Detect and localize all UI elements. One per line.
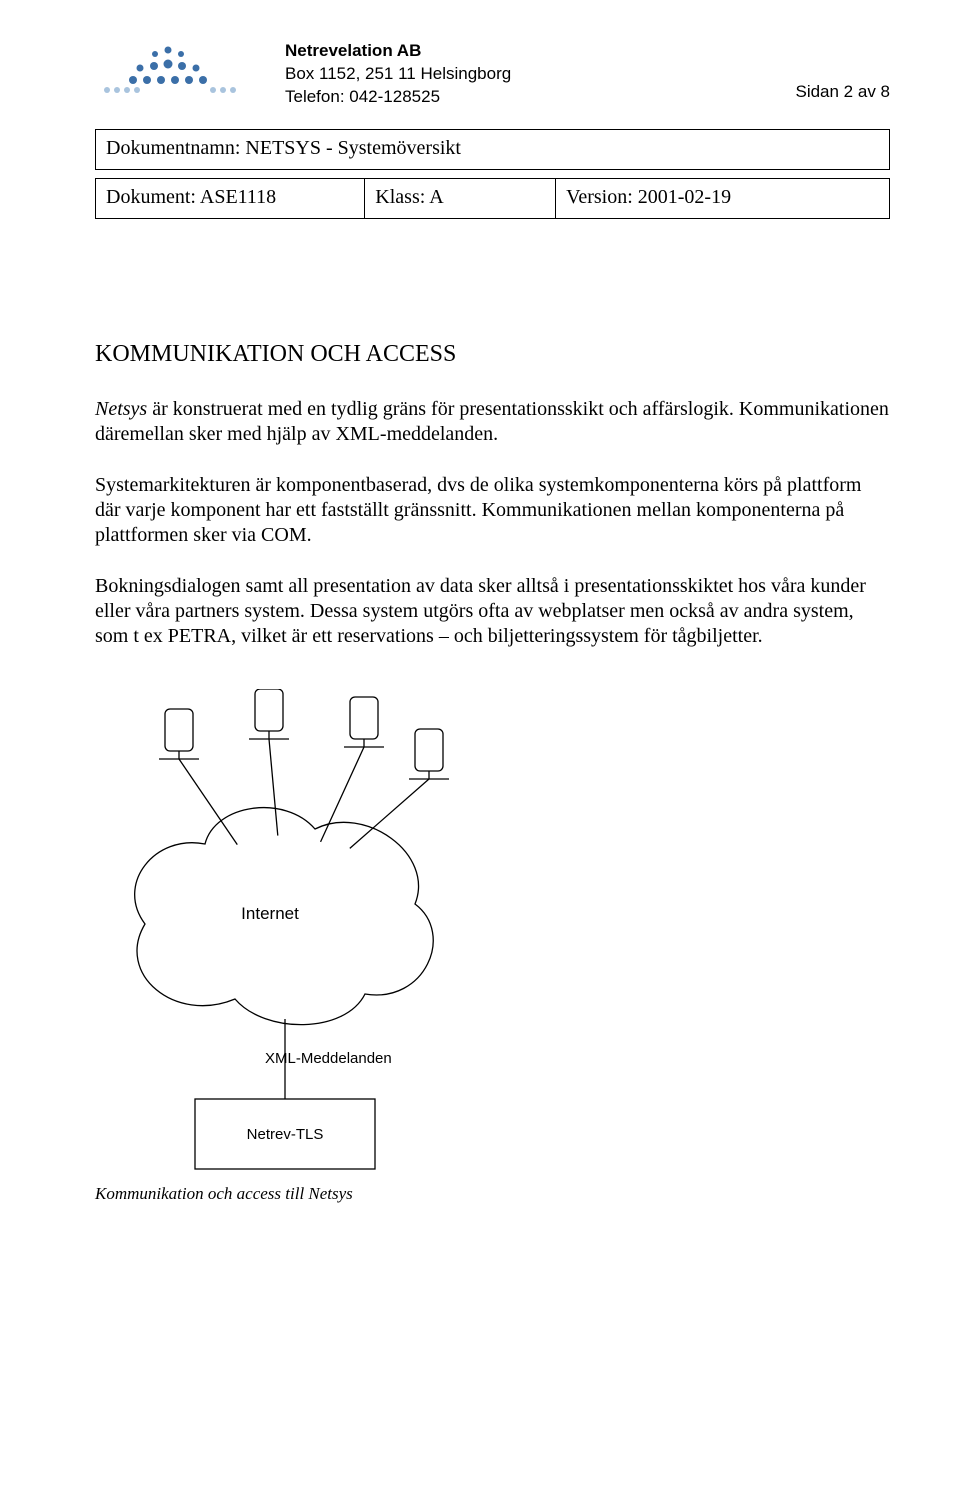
company-phone: Telefon: 042-128525 — [285, 86, 511, 109]
svg-text:XML-Meddelanden: XML-Meddelanden — [265, 1050, 392, 1067]
docmeta-version: Version: 2001-02-19 — [556, 178, 890, 219]
company-info: Netrevelation AB Box 1152, 251 11 Helsin… — [285, 40, 511, 109]
docname-box: Dokumentnamn: NETSYS - Systemöversikt — [95, 129, 890, 170]
docmeta-document: Dokument: ASE1118 — [95, 178, 365, 219]
paragraph-1-lead: Netsys — [95, 398, 147, 420]
paragraph-3: Bokningsdialogen samt all presentation a… — [95, 574, 890, 649]
docmeta-row: Dokument: ASE1118 Klass: A Version: 2001… — [95, 178, 890, 219]
page-number: Sidan 2 av 8 — [795, 81, 890, 102]
company-logo — [95, 42, 245, 108]
company-name: Netrevelation AB — [285, 40, 511, 63]
paragraph-2: Systemarkitekturen är komponentbaserad, … — [95, 473, 890, 548]
page-header: Netrevelation AB Box 1152, 251 11 Helsin… — [95, 40, 890, 109]
diagram-caption: Kommunikation och access till Netsys — [95, 1183, 890, 1204]
svg-text:Internet: Internet — [241, 904, 299, 923]
svg-text:Netrev-TLS: Netrev-TLS — [247, 1126, 324, 1143]
company-address: Box 1152, 251 11 Helsingborg — [285, 63, 511, 86]
docmeta-klass: Klass: A — [365, 178, 556, 219]
paragraph-1-rest: är konstruerat med en tydlig gräns för p… — [95, 398, 889, 445]
section-title: KOMMUNIKATION OCH ACCESS — [95, 339, 890, 369]
diagram-container: Internet XML-Meddelanden Netrev-TLS Kommun… — [95, 689, 890, 1204]
paragraph-1: Netsys är konstruerat med en tydlig grän… — [95, 397, 890, 447]
network-diagram: Internet XML-Meddelanden Netrev-TLS — [95, 689, 495, 1179]
docname-row: Dokumentnamn: NETSYS - Systemöversikt — [95, 129, 890, 170]
